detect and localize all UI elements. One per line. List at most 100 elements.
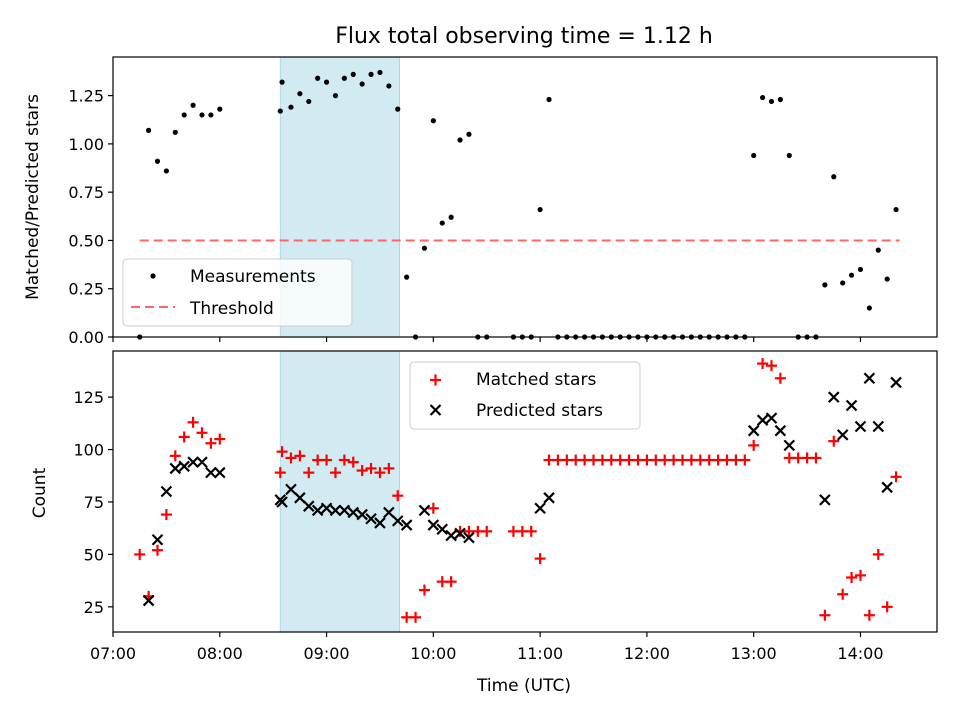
series-matched-stars [134,358,902,623]
x-tick-label: 10:00 [410,644,456,663]
matched-star-point [196,427,208,439]
measurement-point [277,108,283,114]
marker-stroke [383,506,395,519]
matched-star-point [534,553,546,565]
matched-star-point [329,467,341,479]
predicted-star-point [294,492,306,504]
marker-stroke [463,531,475,544]
x-tick-label: 08:00 [197,644,243,663]
measurement-point [368,71,374,77]
marker-stroke [774,424,787,437]
matched-star-point [205,437,217,449]
measurement-point [297,91,303,97]
measurement-point [386,83,392,89]
predicted-star-point [747,424,760,437]
plot-frame [112,56,938,338]
marker-stroke [142,594,155,607]
marker-stroke [534,502,546,515]
predicted-star-point [783,439,796,452]
measurement-point [217,106,223,112]
marker-stroke [391,515,404,527]
marker-stroke [418,504,431,517]
legend-box [122,258,353,327]
marker-stroke [427,519,440,531]
y-tick-label: 0.00 [68,328,104,347]
marker-stroke [329,504,342,517]
matched-star-point [757,358,769,370]
marker-stroke [827,391,840,403]
chart-title: Flux total observing time = 1.12 h [335,24,713,49]
measurement-point [145,127,152,133]
matched-star-point [347,456,359,468]
marker-stroke [320,502,333,515]
predicted-star-point [872,420,885,433]
measurement-point [777,96,783,103]
predicted-star-point [214,466,226,479]
marker-stroke [285,483,297,496]
measurement-point [163,168,169,174]
measurement-point [404,274,410,280]
marker-stroke [214,466,226,479]
measurement-point [786,152,792,159]
marker-stroke [338,504,351,517]
top-panel: 0.00 0.25 0.50 0.75 1.00 1.25 Measurements Thre… [68,56,938,347]
series-predicted-stars [142,372,902,607]
marker-stroke [819,494,831,506]
marker-stroke [365,512,377,525]
marker-stroke [445,529,457,542]
predicted-star-point [445,529,457,542]
measurement-point [172,129,178,135]
y-tick-label: 0.75 [68,183,104,202]
matched-star-point [863,609,875,621]
predicted-star-point [320,502,333,515]
y-tick-label: 125 [73,388,104,407]
matched-star-point [276,446,288,458]
predicted-star-point [178,460,190,473]
legend-label: Predicted stars [476,401,603,421]
legend-marker-measurements [150,273,156,279]
legend-label: Matched stars [476,370,596,390]
measurement-point [546,96,552,103]
shaded-interval [279,350,401,633]
predicted-star-point [142,594,155,607]
marker-stroke [863,372,876,385]
marker-stroke [429,404,442,416]
marker-stroke [294,492,306,504]
matched-star-point [854,569,866,581]
marker-stroke [890,376,902,389]
legend: Matched stars Predicted stars [409,361,641,430]
y-tick-label: 1.25 [68,87,104,106]
legend: Measurements Threshold [122,258,353,327]
predicted-star-point [276,496,288,508]
y-tick-label: 0.50 [68,231,104,250]
marker-stroke [783,439,796,452]
marker-stroke [276,496,288,508]
predicted-star-point [454,527,466,540]
matched-star-point [481,525,493,537]
matched-star-point [303,467,315,479]
legend-label: Threshold [189,299,274,319]
measurement-point [288,104,294,110]
measurement-point [350,71,356,77]
matched-star-point [525,525,537,537]
predicted-star-point [543,492,555,504]
measurement-point [884,276,890,282]
x-tick-label: 13:00 [731,644,777,663]
predicted-star-point [756,414,769,426]
predicted-star-point [819,494,831,506]
predicted-star-point [329,504,342,517]
marker-stroke [543,492,555,504]
legend-label: Measurements [190,267,316,287]
matched-star-point [169,450,181,462]
matched-star-point [383,462,395,474]
y-tick-label: 25 [84,598,104,617]
predicted-star-point [302,500,315,512]
marker-stroke [436,523,449,536]
measurement-point [439,220,445,226]
measurement-point [875,247,881,253]
predicted-star-point [338,504,351,517]
matched-star-point [321,454,333,466]
matched-star-point [881,601,893,613]
marker-stroke [854,420,867,433]
